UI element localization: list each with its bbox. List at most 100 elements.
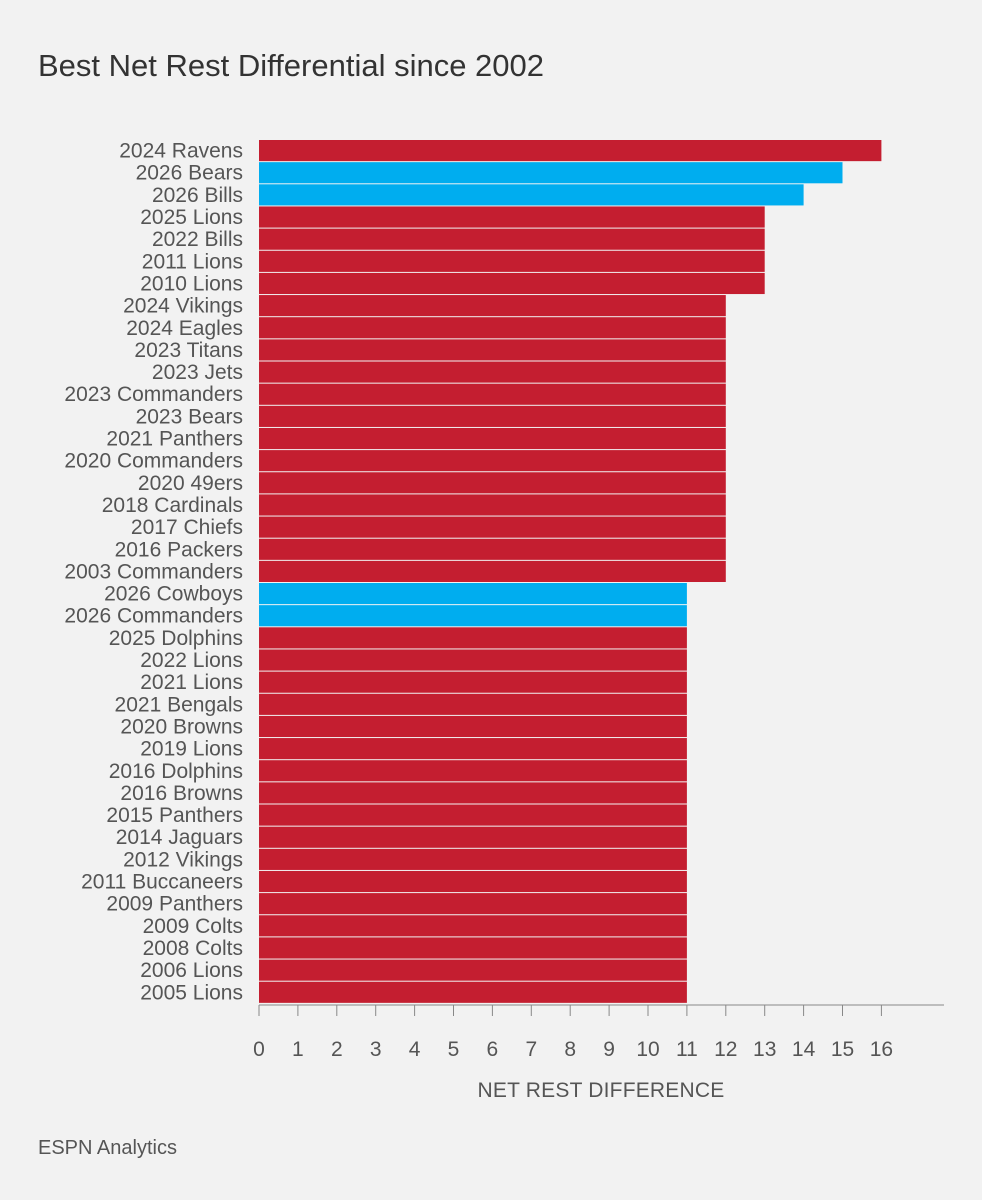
x-tick-label: 6 (487, 1038, 499, 1061)
bar (259, 715, 687, 738)
x-tick-label: 8 (564, 1038, 576, 1061)
bar (259, 383, 726, 405)
bar (259, 317, 726, 339)
bars-group (259, 140, 882, 1003)
category-label: 2026 Bills (152, 184, 243, 207)
category-label: 2024 Vikings (123, 295, 243, 318)
category-label: 2015 Panthers (106, 804, 243, 827)
x-tick-label: 14 (792, 1038, 816, 1061)
category-label: 2009 Panthers (106, 893, 243, 916)
category-label: 2021 Panthers (106, 428, 243, 451)
bar (259, 915, 687, 937)
bar (259, 804, 687, 826)
bar (259, 959, 687, 981)
bar (259, 693, 687, 715)
category-label: 2020 Commanders (64, 450, 243, 473)
category-label: 2024 Ravens (119, 140, 243, 163)
bar (259, 184, 804, 206)
x-tick-label: 16 (870, 1038, 893, 1061)
bar (259, 560, 726, 582)
category-label: 2019 Lions (140, 738, 243, 761)
bar (259, 848, 687, 870)
bar (259, 427, 726, 450)
bar (259, 981, 687, 1003)
category-label: 2021 Lions (140, 671, 243, 694)
category-label: 2026 Cowboys (104, 583, 243, 606)
bar (259, 893, 687, 915)
bar (259, 538, 726, 560)
x-tick-label: 0 (253, 1038, 265, 1061)
bar (259, 937, 687, 959)
category-label: 2025 Lions (140, 206, 243, 229)
category-label: 2020 Browns (120, 715, 243, 738)
category-label: 2006 Lions (140, 959, 243, 982)
category-label: 2003 Commanders (64, 560, 243, 583)
x-tick-label: 4 (409, 1038, 421, 1061)
bar (259, 583, 687, 605)
x-tick-label: 12 (714, 1038, 737, 1061)
bar (259, 450, 726, 472)
bar (259, 140, 882, 162)
category-label: 2020 49ers (138, 472, 243, 495)
x-tick-label: 3 (370, 1038, 382, 1061)
category-label: 2016 Packers (115, 538, 243, 561)
bar (259, 671, 687, 693)
category-label: 2022 Bills (152, 228, 243, 251)
bar (259, 605, 687, 627)
category-label: 2018 Cardinals (102, 494, 243, 517)
category-label: 2009 Colts (143, 915, 243, 938)
bar (259, 228, 765, 250)
bar (259, 870, 687, 893)
x-axis: 0 1 2 3 4 5 6 7 8 9 10 11 12 13 14 15 16 (253, 1004, 944, 1061)
bar (259, 206, 765, 228)
category-label: 2016 Dolphins (109, 760, 243, 783)
bar (259, 472, 726, 494)
x-tick-label: 15 (831, 1038, 854, 1061)
category-label: 2023 Titans (134, 339, 243, 362)
bar (259, 339, 726, 361)
x-tick-label: 2 (331, 1038, 343, 1061)
category-label: 2023 Commanders (64, 383, 243, 406)
source-note: ESPN Analytics (38, 1137, 177, 1159)
category-label: 2014 Jaguars (116, 826, 243, 849)
category-label: 2025 Dolphins (109, 627, 243, 650)
bar (259, 760, 687, 782)
bar (259, 162, 843, 184)
category-label: 2011 Buccaneers (81, 871, 243, 894)
bar (259, 826, 687, 848)
x-tick-label: 9 (603, 1038, 615, 1061)
x-tick-label: 7 (525, 1038, 537, 1061)
bar (259, 782, 687, 804)
bar (259, 649, 687, 671)
bar (259, 494, 726, 516)
category-label: 2021 Bengals (115, 693, 243, 716)
bar (259, 516, 726, 538)
bar (259, 295, 726, 317)
bar (259, 627, 687, 649)
category-label: 2026 Bears (136, 162, 243, 185)
category-label: 2017 Chiefs (131, 516, 243, 539)
x-tick-label: 5 (448, 1038, 460, 1061)
category-label: 2022 Lions (140, 649, 243, 672)
category-label: 2010 Lions (140, 272, 243, 295)
x-tick-label: 1 (292, 1038, 304, 1061)
category-label: 2016 Browns (120, 782, 243, 805)
category-label: 2024 Eagles (126, 317, 243, 340)
x-tick-label: 10 (636, 1038, 659, 1061)
category-label: 2023 Bears (136, 405, 243, 428)
category-label: 2005 Lions (140, 981, 243, 1004)
bar (259, 250, 765, 272)
category-label: 2011 Lions (142, 250, 243, 273)
bar (259, 405, 726, 427)
bar (259, 738, 687, 760)
bar (259, 272, 765, 295)
chart-title: Best Net Rest Differential since 2002 (38, 48, 545, 83)
category-label: 2008 Colts (143, 937, 243, 960)
x-tick-label: 13 (753, 1038, 776, 1061)
category-label: 2026 Commanders (64, 605, 243, 628)
x-tick-label: 11 (676, 1038, 698, 1061)
bar (259, 361, 726, 383)
x-axis-title: NET REST DIFFERENCE (478, 1079, 725, 1102)
